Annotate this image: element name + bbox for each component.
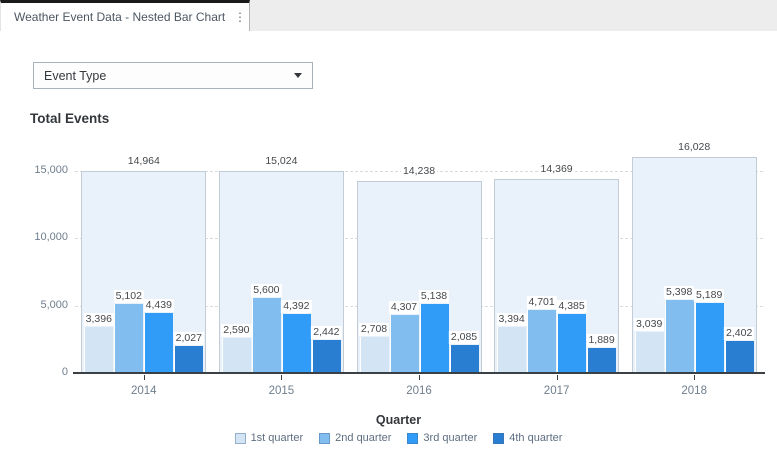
value-label-2017-q2: 4,701 bbox=[526, 295, 557, 309]
legend-swatch-icon bbox=[319, 432, 331, 444]
x-axis-label-2018: 2018 bbox=[681, 385, 707, 397]
value-label-2014-q3: 4,439 bbox=[143, 299, 174, 313]
legend-label: 2nd quarter bbox=[335, 432, 392, 444]
bar-2018-4th-quarter[interactable] bbox=[724, 340, 754, 373]
bar-2016-1st-quarter[interactable] bbox=[359, 336, 389, 373]
value-label-2015-q4: 2,442 bbox=[311, 326, 342, 340]
value-label-2018-q2: 5,398 bbox=[664, 286, 695, 300]
total-value-label-2016: 14,238 bbox=[400, 165, 438, 179]
y-axis-tick-label: 0 bbox=[61, 366, 68, 378]
legend-swatch-icon bbox=[493, 432, 505, 444]
bar-2016-4th-quarter[interactable] bbox=[449, 344, 479, 373]
x-axis-tick-2018 bbox=[694, 375, 696, 380]
legend-item-1st-quarter[interactable]: 1st quarter bbox=[234, 432, 304, 444]
bar-2014-3rd-quarter[interactable] bbox=[144, 313, 174, 373]
value-label-2016-q1: 2,708 bbox=[358, 322, 390, 336]
value-label-2017-q4: 1,889 bbox=[586, 333, 617, 347]
value-label-2018-q4: 2,402 bbox=[724, 326, 755, 340]
kebab-menu-icon[interactable]: ⋮ bbox=[234, 10, 246, 24]
x-axis-label-2014: 2014 bbox=[131, 385, 157, 397]
total-value-label-2017: 14,369 bbox=[538, 163, 575, 177]
value-label-2018-q1: 3,039 bbox=[634, 318, 665, 332]
value-label-2017-q1: 3,394 bbox=[496, 313, 527, 327]
value-label-2015-q3: 4,392 bbox=[281, 299, 312, 313]
bar-2017-4th-quarter[interactable] bbox=[587, 347, 617, 373]
bar-2015-1st-quarter[interactable] bbox=[221, 338, 251, 373]
tab-bar: Weather Event Data - Nested Bar Chart ⋮ bbox=[0, 0, 777, 31]
event-type-dropdown-value: Event Type bbox=[44, 68, 107, 83]
value-label-2015-q1: 2,590 bbox=[221, 324, 252, 338]
legend-swatch-icon bbox=[407, 432, 419, 444]
bar-2016-2nd-quarter[interactable] bbox=[389, 314, 419, 373]
y-axis-tick-label: 10,000 bbox=[34, 231, 68, 244]
value-label-2016-q3: 5,138 bbox=[418, 289, 450, 303]
tab-weather-event-data[interactable]: Weather Event Data - Nested Bar Chart ⋮ bbox=[0, 0, 250, 31]
x-axis-tick-2016 bbox=[419, 375, 420, 380]
total-value-label-2014: 14,964 bbox=[125, 155, 162, 169]
x-axis-tick-2015 bbox=[281, 375, 283, 380]
x-axis-label-2017: 2017 bbox=[543, 385, 570, 397]
bar-2018-2nd-quarter[interactable] bbox=[664, 300, 694, 373]
x-axis-tick-2014 bbox=[143, 375, 145, 380]
value-label-2015-q2: 5,600 bbox=[251, 283, 282, 297]
total-value-label-2015: 15,024 bbox=[263, 154, 300, 168]
total-value-label-2018: 16,028 bbox=[676, 141, 713, 155]
bar-2015-3rd-quarter[interactable] bbox=[281, 313, 311, 373]
tab-title: Weather Event Data - Nested Bar Chart bbox=[14, 10, 226, 24]
bar-2016-3rd-quarter[interactable] bbox=[419, 303, 449, 373]
bar-2015-2nd-quarter[interactable] bbox=[251, 297, 281, 373]
x-axis-line bbox=[73, 372, 765, 374]
value-label-2016-q4: 2,085 bbox=[448, 330, 480, 344]
bar-2017-3rd-quarter[interactable] bbox=[557, 313, 587, 373]
x-axis-label-2015: 2015 bbox=[268, 385, 295, 397]
bar-2014-4th-quarter[interactable] bbox=[174, 345, 204, 373]
bar-2018-3rd-quarter[interactable] bbox=[694, 303, 724, 373]
legend-label: 4th quarter bbox=[509, 432, 563, 444]
bar-2014-2nd-quarter[interactable] bbox=[114, 304, 144, 373]
legend-item-3rd-quarter[interactable]: 3rd quarter bbox=[407, 432, 477, 444]
caret-down-icon bbox=[294, 73, 302, 78]
chart-legend: 1st quarter 2nd quarter 3rd quarter 4th qua… bbox=[20, 432, 777, 444]
value-label-2014-q4: 2,027 bbox=[173, 331, 204, 345]
legend-swatch-icon bbox=[234, 432, 246, 444]
legend-label: 3rd quarter bbox=[423, 432, 478, 444]
value-label-2016-q2: 4,307 bbox=[388, 300, 420, 314]
bar-2017-1st-quarter[interactable] bbox=[497, 327, 527, 373]
bar-2015-4th-quarter[interactable] bbox=[311, 340, 341, 373]
value-label-2018-q3: 5,189 bbox=[694, 289, 725, 303]
value-label-2017-q3: 4,385 bbox=[556, 299, 587, 313]
bar-2018-1st-quarter[interactable] bbox=[634, 332, 664, 373]
bar-2017-2nd-quarter[interactable] bbox=[527, 309, 557, 373]
y-axis-tick-label: 5,000 bbox=[40, 298, 68, 311]
chart-title: Total Events bbox=[30, 111, 110, 126]
legend-item-4th-quarter[interactable]: 4th quarter bbox=[493, 432, 562, 444]
value-label-2014-q2: 5,102 bbox=[113, 290, 144, 304]
legend-label: 1st quarter bbox=[250, 432, 304, 444]
value-label-2014-q1: 3,396 bbox=[83, 313, 114, 327]
y-axis-tick-label: 15,000 bbox=[34, 164, 68, 176]
x-axis-tick-2017 bbox=[556, 375, 558, 380]
tab-bar-empty-area bbox=[250, 0, 777, 31]
legend-item-2nd-quarter[interactable]: 2nd quarter bbox=[319, 432, 391, 444]
bar-2014-1st-quarter[interactable] bbox=[84, 327, 114, 373]
event-type-dropdown[interactable]: Event Type bbox=[33, 62, 313, 89]
x-axis-label-2016: 2016 bbox=[406, 385, 432, 397]
x-axis-title: Quarter bbox=[375, 413, 422, 427]
